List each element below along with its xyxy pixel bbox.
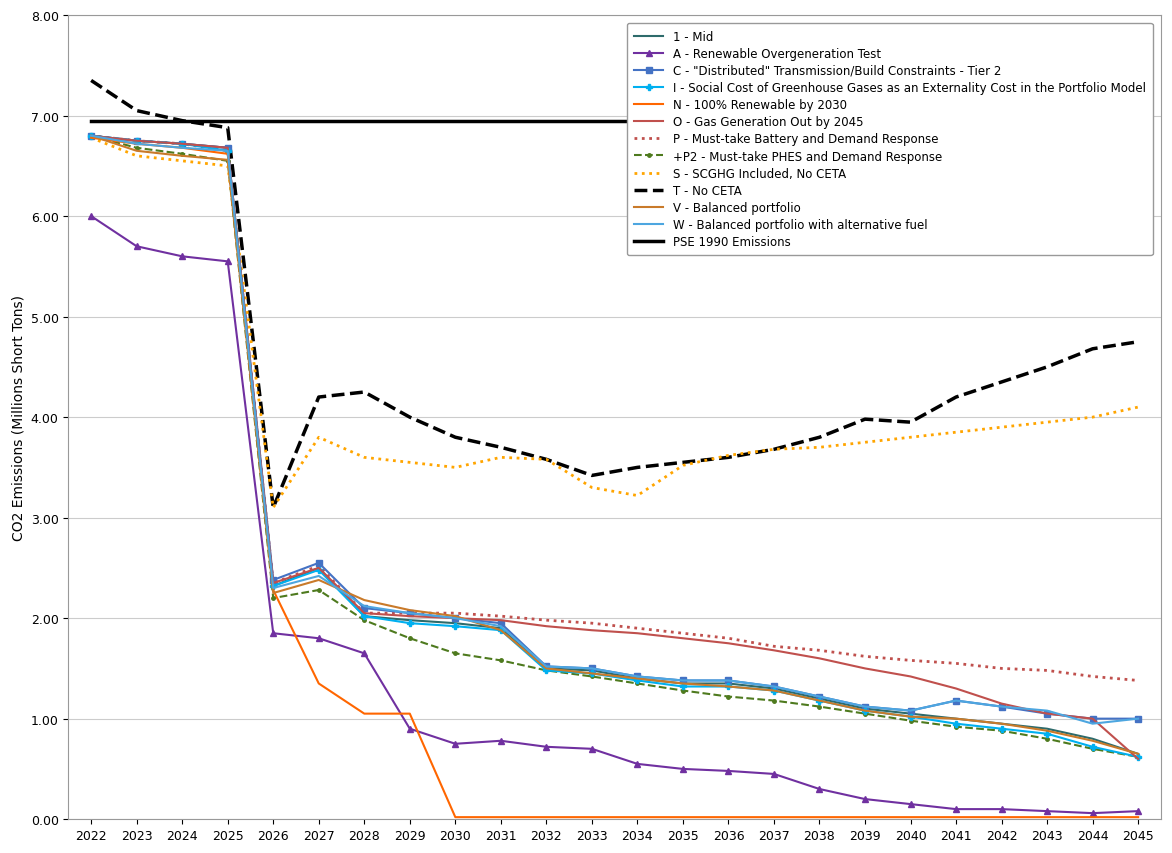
Legend: 1 - Mid, A - Renewable Overgeneration Test, C - "Distributed" Transmission/Build: 1 - Mid, A - Renewable Overgeneration Te… (627, 24, 1153, 256)
Y-axis label: CO2 Emissions (Millions Short Tons): CO2 Emissions (Millions Short Tons) (11, 295, 25, 541)
